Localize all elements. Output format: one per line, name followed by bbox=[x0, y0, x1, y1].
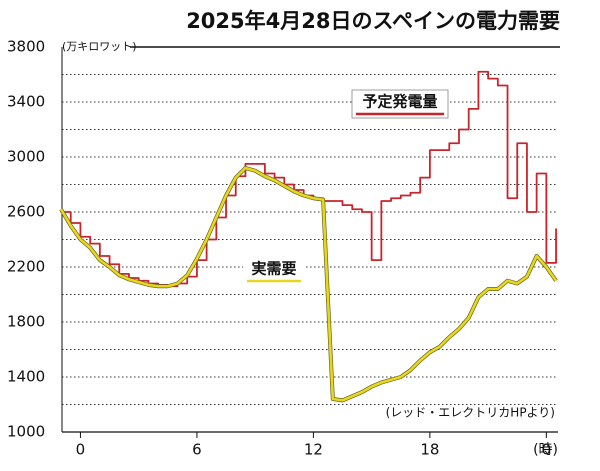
y-tick-label: 3000 bbox=[7, 148, 45, 166]
y-tick-label: 1400 bbox=[7, 368, 45, 386]
chart-title: 2025年4月28日のスペインの電力需要 bbox=[186, 9, 560, 33]
y-tick-label: 2600 bbox=[7, 203, 45, 221]
x-tick-label: 18 bbox=[420, 441, 439, 459]
x-tick-label: 0 bbox=[76, 441, 86, 459]
series-label: 予定発電量 bbox=[362, 93, 437, 111]
source-note: (レッド・エレクトリカHPより) bbox=[386, 406, 555, 420]
y-axis-label: (万キロワット) bbox=[62, 40, 137, 53]
y-tick-label: 2200 bbox=[7, 258, 45, 276]
y-tick-label: 3400 bbox=[7, 93, 45, 111]
x-tick-label: 12 bbox=[304, 441, 323, 459]
y-tick-label: 1000 bbox=[7, 423, 45, 441]
x-tick-label: 6 bbox=[192, 441, 202, 459]
y-tick-label: 1800 bbox=[7, 313, 45, 331]
series-line bbox=[59, 166, 558, 402]
x-tick-label: 0 bbox=[542, 441, 552, 459]
series-label: 実需要 bbox=[251, 260, 296, 278]
x-axis-label: (時) bbox=[533, 442, 558, 458]
y-tick-label: 3800 bbox=[7, 38, 45, 56]
